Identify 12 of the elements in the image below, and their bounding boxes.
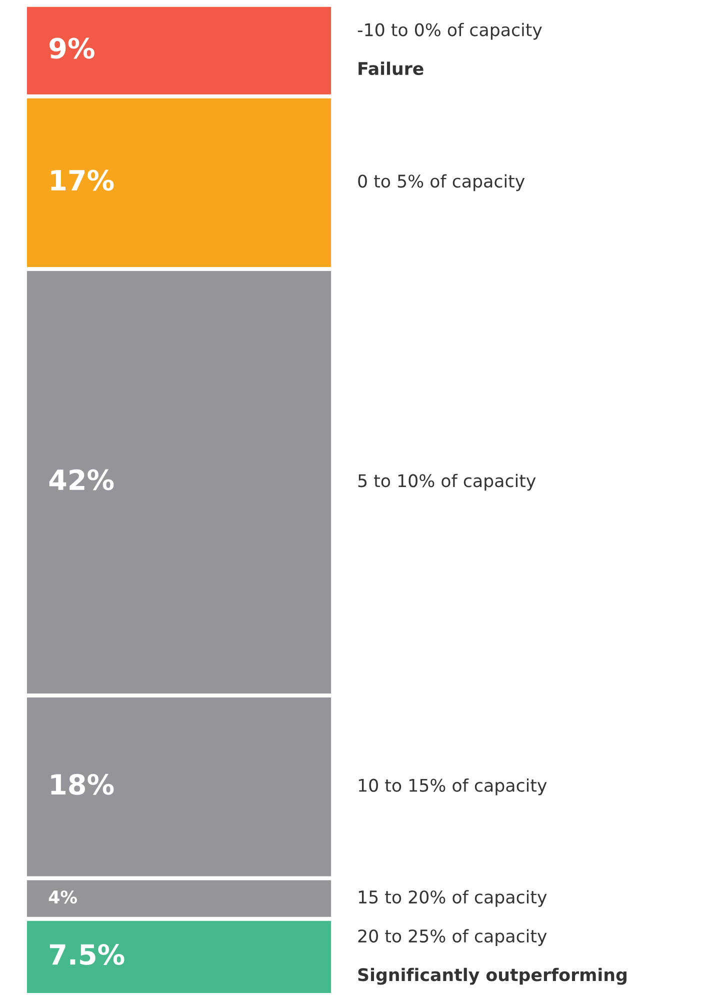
text: -10 to 0% of capacity Failure: [358, 22, 542, 76]
data-label: 7.5%: [50, 944, 124, 965]
data-label: 4%: [48, 890, 78, 904]
data-label: 18%: [51, 774, 114, 795]
data-label: 17%: [51, 170, 114, 191]
series-label: 0 to 5% of capacity: [358, 174, 525, 192]
series-label: 5 to 10% of capacity: [358, 474, 536, 491]
data-label: 42%: [49, 469, 114, 490]
series-label: 15 to 20% of capacity: [358, 890, 547, 907]
text: 20 to 25% of capacity Significantly outperforming: [358, 929, 626, 985]
data-label: 9%: [50, 38, 94, 59]
series-label: 10 to 15% of capacity: [358, 778, 547, 796]
